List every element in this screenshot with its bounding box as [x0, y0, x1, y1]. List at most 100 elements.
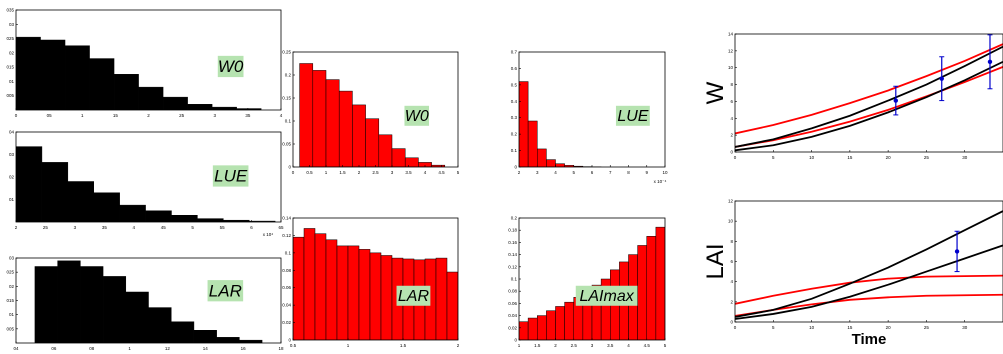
x-tick-label: 18: [278, 346, 284, 351]
axis-exponent: x 10⁴: [263, 232, 274, 237]
histogram-bar: [325, 79, 340, 167]
bars-r1: [299, 63, 446, 167]
y-tick-label: 025: [6, 36, 14, 41]
x-tick-label: 3: [74, 225, 77, 230]
x-tick-label: 14: [203, 346, 209, 351]
parameter-tag-label: W0: [218, 57, 244, 76]
y-tick-label: 0.1: [285, 119, 292, 124]
x-tick-label: 2: [15, 225, 18, 230]
x-tick-label: 4.5: [438, 170, 445, 175]
y-tick-label: 12: [728, 199, 734, 204]
x-tick-label: 1.5: [339, 170, 346, 175]
x-tick-label: 2: [147, 113, 150, 118]
x-tick-label: 20: [886, 325, 892, 330]
y-tick-label: 0: [514, 165, 517, 170]
histogram-bar: [555, 306, 565, 340]
y-tick-label: 0.2: [511, 132, 518, 137]
bars-h2: [16, 146, 276, 222]
y-tick-label: 02: [9, 284, 15, 289]
histogram-bar: [93, 192, 120, 222]
parameter-tag-label: LUE: [617, 108, 648, 125]
x-tick-label: 15: [847, 325, 853, 330]
y-tick-label: 0: [730, 150, 733, 155]
histogram-bar: [431, 164, 446, 167]
y-tick-label: 0.12: [282, 233, 291, 238]
histogram-bar: [34, 266, 58, 343]
histogram-bar: [67, 181, 94, 222]
histogram-bar: [41, 162, 69, 222]
histogram-bar: [170, 321, 195, 343]
y-tick-label: 4: [730, 279, 733, 284]
y-tick-label: 0.08: [508, 289, 517, 294]
x-tick-label: 10: [662, 170, 668, 175]
x-tick-label: 3.5: [607, 343, 614, 348]
y-tick-label: 0: [288, 338, 291, 343]
x-tick-label: 6: [591, 170, 594, 175]
y-tick-label: 025: [6, 270, 14, 275]
histogram-bar: [64, 45, 90, 110]
histogram-bar: [303, 228, 316, 340]
x-tick-label: 1.5: [534, 343, 541, 348]
x-tick-label: 5: [191, 225, 194, 230]
y-tick-label: 6: [730, 99, 733, 104]
y-tick-label: 0.16: [508, 240, 517, 245]
histogram-bar: [646, 236, 657, 340]
histogram-bar: [57, 260, 81, 343]
x-tick-label: 5: [772, 155, 775, 160]
y-tick-label: 2: [730, 299, 733, 304]
x-tick-label: 2: [518, 170, 521, 175]
y-tick-label: 0: [514, 338, 517, 343]
x-tick-label: 0.5: [306, 170, 313, 175]
histogram-bar: [197, 218, 224, 222]
histogram-bar: [546, 310, 556, 340]
y-tick-label: 0.06: [508, 301, 517, 306]
histogram-bar: [347, 245, 360, 340]
parameter-tag: [404, 105, 430, 126]
histogram-bar: [119, 204, 146, 222]
series-line: [735, 45, 1003, 148]
histogram-bar: [404, 157, 419, 167]
x-tick-label: 10: [809, 325, 815, 330]
parameter-tag: [217, 55, 244, 78]
y-tick-label: 0.06: [282, 285, 291, 290]
y-tick-label: 12: [728, 48, 734, 53]
chart-l1: 0 5 10 15 20 25 30 0 2 4 6 8 10 12 14 W: [702, 32, 1003, 160]
axes-frame: [734, 33, 1003, 153]
y-axis-title: LAI: [702, 243, 729, 279]
x-tick-label: 08: [89, 346, 95, 351]
histogram-bar: [527, 120, 538, 167]
histogram-bar: [162, 96, 188, 110]
data-point: [893, 98, 898, 103]
x-tick-label: 25: [924, 325, 930, 330]
histogram-bar: [16, 36, 41, 110]
y-tick-label: 0.14: [282, 216, 291, 221]
bars-h3: [34, 260, 263, 343]
histogram-bar: [299, 63, 314, 167]
histogram-bar: [519, 321, 529, 340]
histogram-bar: [125, 291, 149, 343]
histogram-bar: [365, 118, 380, 167]
x-tick-label: 4.5: [644, 343, 651, 348]
x-tick-label: 2: [554, 343, 557, 348]
y-tick-label: 0.04: [282, 303, 291, 308]
x-tick-label: 4: [280, 113, 283, 118]
x-tick-label: 5: [664, 343, 667, 348]
parameter-tag: [207, 280, 244, 302]
histogram-bar: [138, 86, 164, 110]
axes-frame: [292, 217, 459, 341]
series-line: [735, 210, 1003, 318]
histogram-bar: [537, 315, 547, 340]
y-tick-label: 0.02: [508, 325, 517, 330]
histogram-bar: [435, 257, 448, 340]
y-tick-label: 03: [9, 256, 15, 261]
histogram-bar: [527, 317, 538, 340]
y-tick-label: 2: [730, 133, 733, 138]
x-tick-label: 15: [847, 155, 853, 160]
x-tick-label: 12: [165, 346, 171, 351]
x-tick-label: 05: [47, 113, 53, 118]
y-tick-label: 0.04: [508, 313, 517, 318]
y-tick-label: 02: [9, 175, 15, 180]
parameter-tag: [396, 285, 431, 306]
histogram-bar: [637, 245, 647, 340]
